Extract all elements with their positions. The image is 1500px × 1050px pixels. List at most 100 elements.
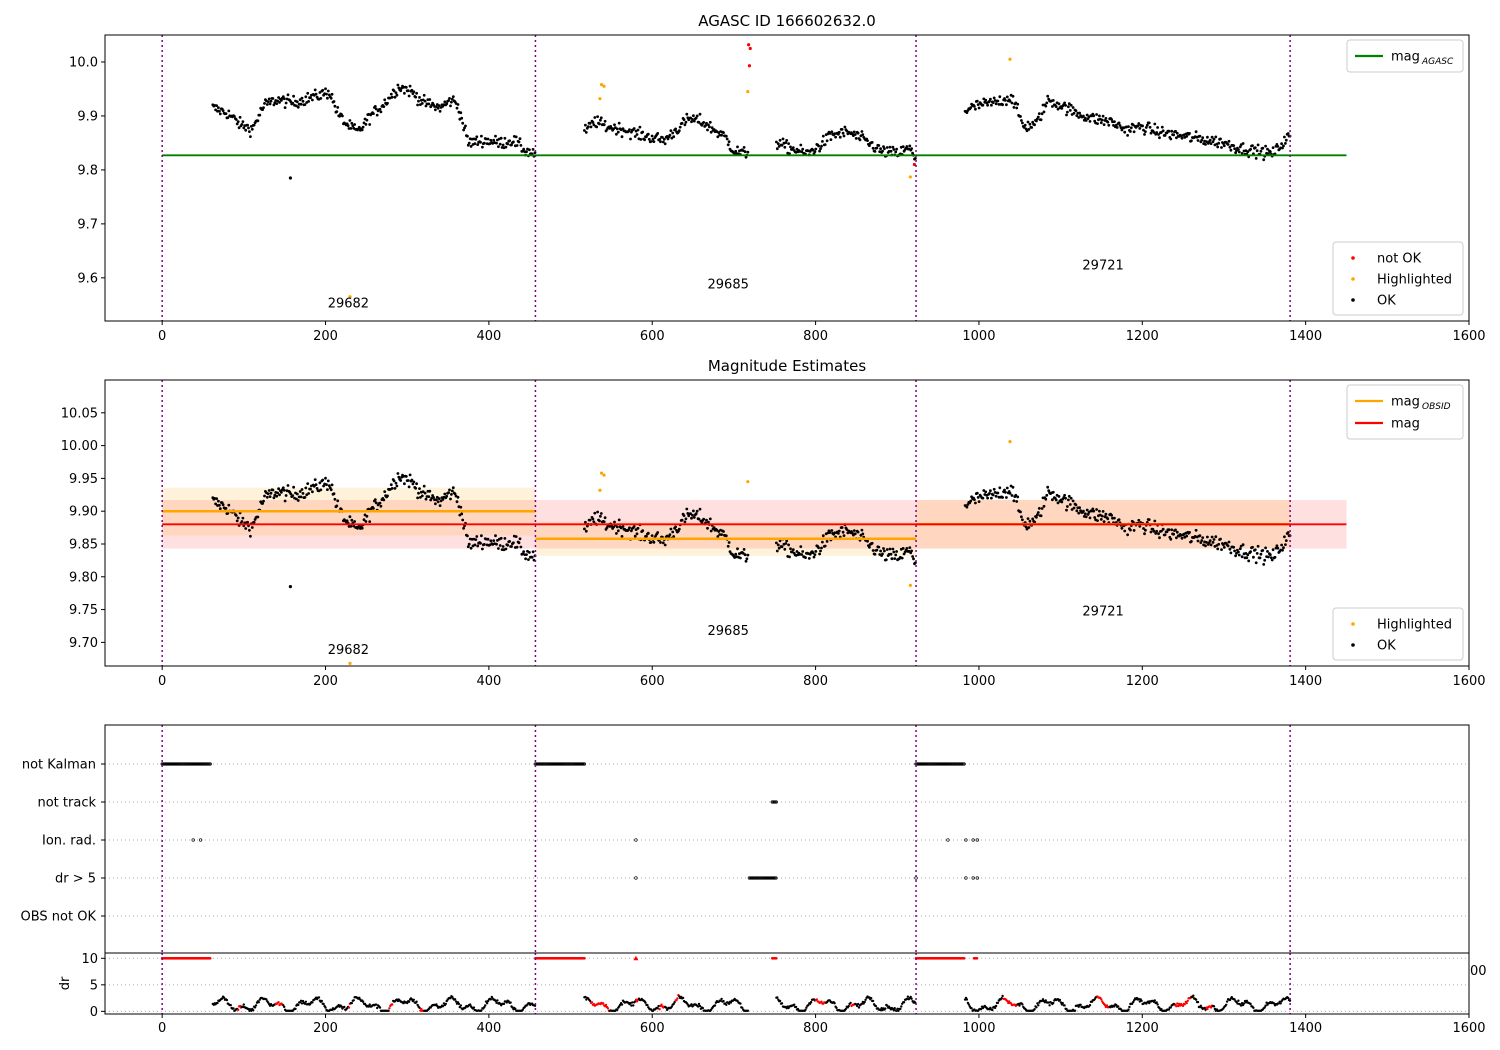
ok-point: [474, 538, 478, 541]
ok-point: [1246, 553, 1250, 557]
ok-point: [1039, 118, 1043, 122]
ok-point: [427, 495, 431, 498]
ok-point: [692, 114, 695, 118]
ok-point: [267, 489, 271, 492]
legend-bottom: Highlighted OK: [1332, 607, 1464, 661]
dr-point: [602, 1002, 605, 1005]
ok-point: [682, 514, 686, 517]
ok-point: [362, 121, 366, 125]
y-tick-label: 9.85: [69, 537, 98, 552]
dr-point: [902, 1001, 906, 1004]
dr-point: [697, 1002, 701, 1006]
ok-point: [286, 484, 290, 487]
ok-point: [486, 537, 490, 541]
flag-marker: [971, 838, 975, 842]
dr-point: [277, 1001, 280, 1004]
dr-point: [632, 1004, 635, 1007]
ok-point: [965, 505, 969, 509]
ok-point: [1167, 129, 1171, 133]
dr-point: [241, 1005, 245, 1009]
ok-point: [365, 118, 369, 122]
ok-point: [633, 534, 637, 538]
ok-point: [656, 132, 660, 135]
ok-point: [821, 534, 825, 538]
ok-point: [838, 135, 842, 139]
ok-point: [781, 137, 785, 141]
ok-point: [282, 488, 286, 492]
ok-point: [1264, 144, 1267, 148]
dr-point: [588, 999, 592, 1003]
ok-point: [974, 501, 977, 505]
ok-point: [854, 137, 858, 140]
ok-point: [1005, 496, 1008, 499]
ok-point: [1072, 111, 1076, 115]
ok-point: [829, 138, 833, 142]
ok-point: [720, 133, 723, 137]
flags-panel: not Kalman not track Ion. rad. dr > 5 OBS no…: [21, 724, 1470, 954]
ok-point: [428, 489, 432, 493]
x-tick-label: 800: [803, 329, 828, 344]
ok-point: [992, 96, 996, 100]
ok-point: [651, 137, 655, 141]
ok-point: [671, 131, 675, 135]
magnitude-estimates-panel: Magnitude Estimates 29682 29685 29721 0 200 40…: [61, 357, 1486, 689]
ok-point: [268, 102, 272, 106]
dr-point: [1073, 1009, 1077, 1012]
ok-point: [514, 535, 518, 538]
ok-point: [393, 95, 397, 99]
ok-point: [588, 121, 592, 125]
ok-point: [1208, 539, 1212, 542]
ok-point: [977, 106, 981, 110]
ok-point: [303, 496, 307, 499]
ok-point: [1175, 131, 1179, 135]
ok-point: [852, 130, 856, 134]
ok-point: [372, 507, 375, 510]
obsid-label: 29682: [328, 297, 369, 312]
ok-point: [240, 123, 244, 126]
ok-point: [283, 499, 287, 503]
ok-point: [215, 104, 219, 107]
ok-point: [813, 150, 817, 154]
ok-point: [635, 133, 639, 136]
ok-point: [313, 478, 317, 481]
ok-point: [818, 149, 821, 153]
ok-point: [438, 109, 442, 113]
dr-point: [725, 1003, 728, 1006]
ok-point: [895, 550, 898, 553]
ok-point: [661, 136, 664, 139]
dr-point: [1052, 1001, 1055, 1005]
dr-point: [1287, 996, 1290, 1000]
ok-point: [1138, 524, 1142, 528]
dr-point: [1148, 1001, 1151, 1005]
ok-point: [506, 543, 510, 547]
ok-point: [860, 130, 864, 133]
ok-point: [495, 542, 498, 546]
dr-saturated-point: [962, 957, 966, 960]
ok-point: [1258, 556, 1262, 560]
ok-point: [303, 103, 307, 106]
ok-point: [307, 492, 310, 495]
ok-point: [724, 134, 728, 138]
ok-point: [705, 518, 708, 522]
x-tick-label: 200: [313, 1021, 338, 1036]
ok-point: [423, 99, 427, 103]
dr-point: [502, 1002, 506, 1006]
dr-point: [897, 1009, 900, 1012]
ok-point: [1205, 140, 1208, 144]
ok-point: [988, 99, 991, 103]
ok-point: [1126, 134, 1129, 137]
ok-point: [362, 518, 366, 522]
dr-point: [590, 1001, 594, 1004]
dr-point: [480, 1009, 483, 1012]
ok-point: [408, 84, 412, 88]
ok-point: [873, 552, 877, 556]
dr-point: [809, 1000, 813, 1004]
ok-point: [778, 138, 782, 142]
ok-point: [258, 113, 262, 117]
ok-point: [435, 105, 438, 108]
dr-point: [225, 998, 229, 1002]
ok-point: [365, 514, 369, 518]
ok-point: [599, 116, 603, 120]
dr-point: [657, 1004, 660, 1008]
ok-point: [1234, 151, 1237, 155]
